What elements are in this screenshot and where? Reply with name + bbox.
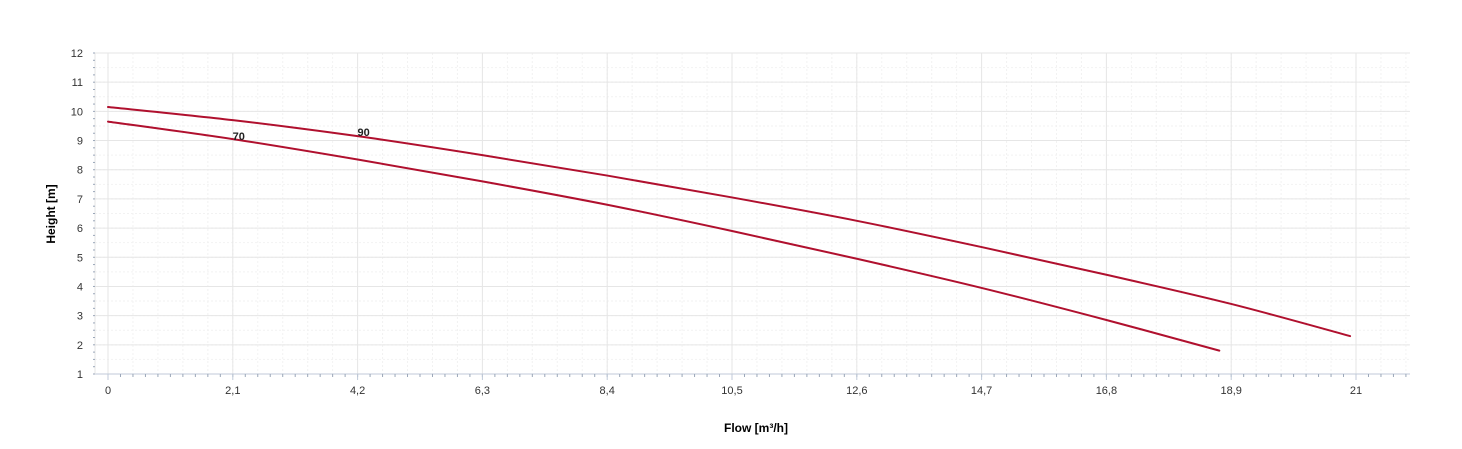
x-tick-label: 0: [105, 385, 111, 397]
series-labels: 70 90: [233, 127, 370, 143]
y-tick-label: 1: [77, 369, 83, 381]
x-tick-label: 8,4: [600, 385, 615, 397]
y-tick-label: 3: [77, 311, 83, 323]
y-tick-label: 11: [72, 77, 83, 89]
y-tick-label: 12: [71, 48, 83, 60]
x-tick-label: 12,6: [846, 385, 867, 397]
y-tick-label: 4: [77, 281, 83, 293]
y-tick-label: 9: [77, 136, 83, 148]
series-line-70: [107, 120, 1221, 352]
minor-grid: [95, 52, 1410, 375]
x-tick-label: 4,2: [350, 385, 365, 397]
series-label-90: 90: [357, 127, 369, 139]
y-tick-label: 8: [77, 165, 83, 177]
major-grid: [95, 52, 1410, 375]
x-axis-ticks: 0 2,1 4,2 6,3 8,4 10,5 12,6 14,7 16,8 18,9 21: [105, 374, 1407, 397]
x-tick-label: 16,8: [1096, 385, 1117, 397]
x-tick-label: 6,3: [475, 385, 490, 397]
series-line-90: [107, 105, 1352, 338]
x-tick-label: 10,5: [721, 385, 742, 397]
y-tick-label: 7: [77, 194, 83, 206]
series-label-70: 70: [233, 131, 245, 143]
x-axis-title: Flow [m³/h]: [724, 421, 788, 435]
y-tick-label: 5: [77, 252, 83, 264]
y-tick-label: 2: [77, 340, 83, 352]
x-tick-label: 14,7: [971, 385, 992, 397]
series-layer: [107, 105, 1352, 352]
y-tick-label: 6: [77, 223, 83, 235]
x-tick-label: 2,1: [225, 385, 240, 397]
x-tick-label: 18,9: [1220, 385, 1241, 397]
y-axis-title: Height [m]: [44, 184, 58, 243]
y-tick-label: 10: [71, 106, 83, 118]
x-tick-label: 21: [1350, 385, 1362, 397]
